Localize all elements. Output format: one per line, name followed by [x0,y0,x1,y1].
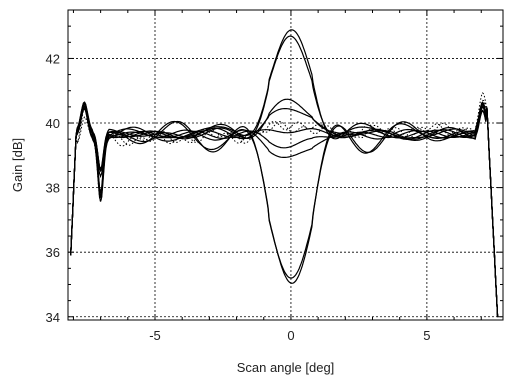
x-tick-label: 5 [423,328,430,343]
series-line-8 [70,103,499,317]
axis-ticks [68,10,503,320]
grid-lines [68,10,503,320]
y-tick-label: 36 [46,245,60,260]
series-line-5 [70,101,499,317]
y-tick-label: 34 [46,310,60,325]
series-line-9 [70,101,499,317]
y-tick-label: 38 [46,181,60,196]
x-tick-label: -5 [149,328,161,343]
x-tick-label: 0 [287,328,294,343]
series-layer [70,29,499,317]
y-tick-label: 40 [46,116,60,131]
y-tick-label: 42 [46,51,60,66]
y-tick-labels: 34 36 38 40 42 [46,51,60,324]
x-axis-label: Scan angle [deg] [237,360,335,375]
series-line-11 [70,92,499,317]
plot-frame [67,9,504,321]
y-axis-label: Gain [dB] [10,138,25,192]
x-tick-labels: -5 0 5 [149,328,430,343]
series-line-6 [70,101,499,317]
